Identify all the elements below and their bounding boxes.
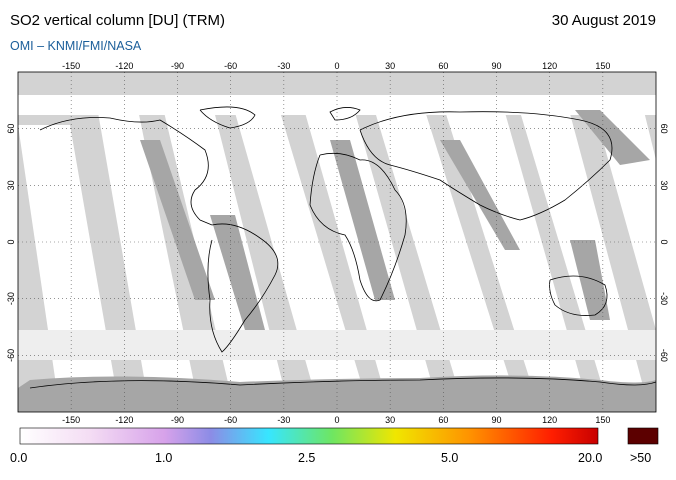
lat-tick-left-3: -30 [6, 292, 16, 305]
lon-tick-top-4: -30 [277, 61, 290, 71]
lat-tick-left-1: 30 [6, 180, 16, 190]
colorbar-over-label: >50 [630, 451, 652, 465]
lon-tick-bottom-10: 150 [595, 415, 610, 425]
colorbar-label-3: 5.0 [441, 451, 459, 465]
colorbar [19, 427, 599, 445]
lon-tick-top-6: 30 [385, 61, 395, 71]
lon-tick-bottom-8: 90 [491, 415, 501, 425]
lon-tick-bottom-5: 0 [334, 415, 339, 425]
lon-tick-bottom-9: 120 [542, 415, 557, 425]
lon-tick-top-1: -120 [115, 61, 133, 71]
axis-ticks: -150 -150 -120 -120 -90 -90 -60 -60 -30 -30 0 0 30 30… [6, 61, 669, 425]
lat-tick-right-1: 30 [659, 180, 669, 190]
lon-tick-bottom-3: -60 [224, 415, 237, 425]
colorbar-over [627, 427, 659, 445]
lon-tick-top-10: 150 [595, 61, 610, 71]
lat-tick-left-2: 0 [6, 239, 16, 244]
colorbar-label-2: 2.5 [298, 451, 316, 465]
lon-tick-bottom-4: -30 [277, 415, 290, 425]
lat-tick-right-3: -30 [659, 292, 669, 305]
lat-tick-left-0: 60 [6, 124, 16, 134]
colorbar-label-4: 20.0 [578, 451, 603, 465]
lat-tick-right-4: -60 [659, 349, 669, 362]
lon-tick-bottom-7: 60 [438, 415, 448, 425]
date-label: 30 August 2019 [551, 12, 656, 29]
lat-tick-right-0: 60 [659, 124, 669, 134]
lat-tick-left-4: -60 [6, 349, 16, 362]
lon-tick-top-2: -90 [171, 61, 184, 71]
coastlines [29, 106, 656, 389]
colorbar-label-1: 1.0 [155, 451, 173, 465]
page-title: SO2 vertical column [DU] (TRM) [10, 12, 226, 29]
lon-tick-bottom-2: -90 [171, 415, 184, 425]
lon-tick-top-5: 0 [334, 61, 339, 71]
map-frame [17, 71, 657, 413]
lat-tick-right-2: 0 [659, 239, 669, 244]
lon-tick-top-8: 90 [491, 61, 501, 71]
credit-text: OMI – KNMI/FMI/NASA [10, 39, 142, 53]
lon-tick-top-9: 120 [542, 61, 557, 71]
gridlines [18, 72, 656, 412]
lon-tick-bottom-1: -120 [115, 415, 133, 425]
colorbar-label-0: 0.0 [10, 451, 28, 465]
lon-tick-bottom-0: -150 [62, 415, 80, 425]
lon-tick-top-7: 60 [438, 61, 448, 71]
lon-tick-bottom-6: 30 [385, 415, 395, 425]
lon-tick-top-3: -60 [224, 61, 237, 71]
lon-tick-top-0: -150 [62, 61, 80, 71]
